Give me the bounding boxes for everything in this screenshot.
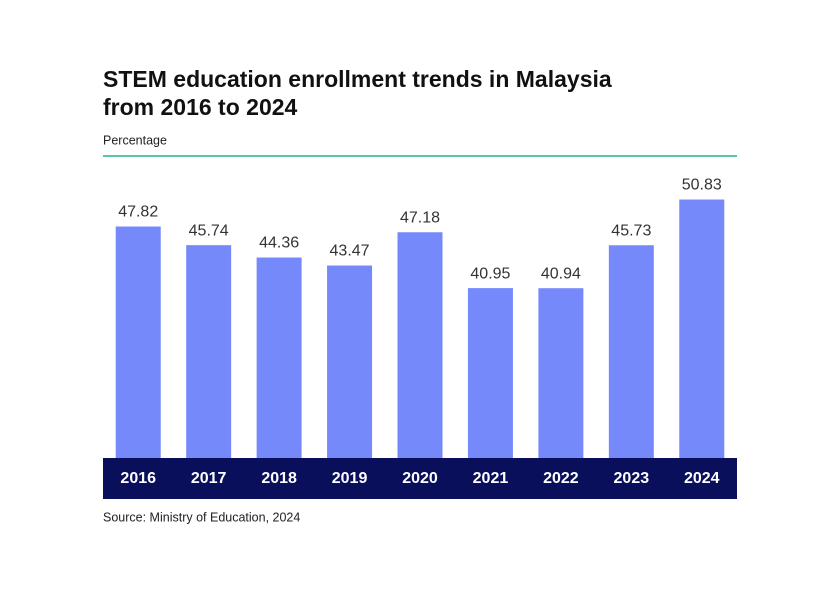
x-tick-label: 2017 bbox=[191, 470, 227, 487]
x-tick-label: 2020 bbox=[402, 470, 438, 487]
bar bbox=[538, 288, 584, 458]
subtitle: Percentage bbox=[103, 133, 167, 147]
chart-title: from 2016 to 2024 bbox=[103, 94, 298, 120]
bar bbox=[186, 245, 232, 458]
x-tick-label: 2021 bbox=[473, 470, 509, 487]
bar bbox=[397, 232, 443, 458]
bar bbox=[608, 245, 654, 458]
x-tick-label: 2023 bbox=[614, 470, 650, 487]
bar bbox=[679, 199, 725, 458]
bar bbox=[115, 226, 161, 458]
data-label: 45.73 bbox=[611, 222, 651, 239]
source: Source: Ministry of Education, 2024 bbox=[103, 510, 300, 524]
data-label: 47.82 bbox=[118, 204, 158, 221]
data-label: 43.47 bbox=[330, 243, 370, 260]
data-label: 40.95 bbox=[470, 265, 510, 282]
data-label: 45.74 bbox=[189, 222, 229, 239]
x-tick-label: 2018 bbox=[261, 470, 297, 487]
data-label: 47.18 bbox=[400, 209, 440, 226]
data-label: 50.83 bbox=[682, 177, 722, 194]
bar bbox=[467, 288, 513, 458]
x-tick-label: 2019 bbox=[332, 470, 368, 487]
x-tick-label: 2024 bbox=[684, 470, 720, 487]
data-label: 44.36 bbox=[259, 235, 299, 252]
bar bbox=[327, 265, 373, 458]
category-band bbox=[103, 458, 737, 499]
x-tick-label: 2016 bbox=[120, 470, 156, 487]
bar bbox=[256, 257, 302, 458]
chart-title: STEM education enrollment trends in Mala… bbox=[103, 66, 612, 92]
x-tick-label: 2022 bbox=[543, 470, 579, 487]
data-label: 40.94 bbox=[541, 265, 581, 282]
